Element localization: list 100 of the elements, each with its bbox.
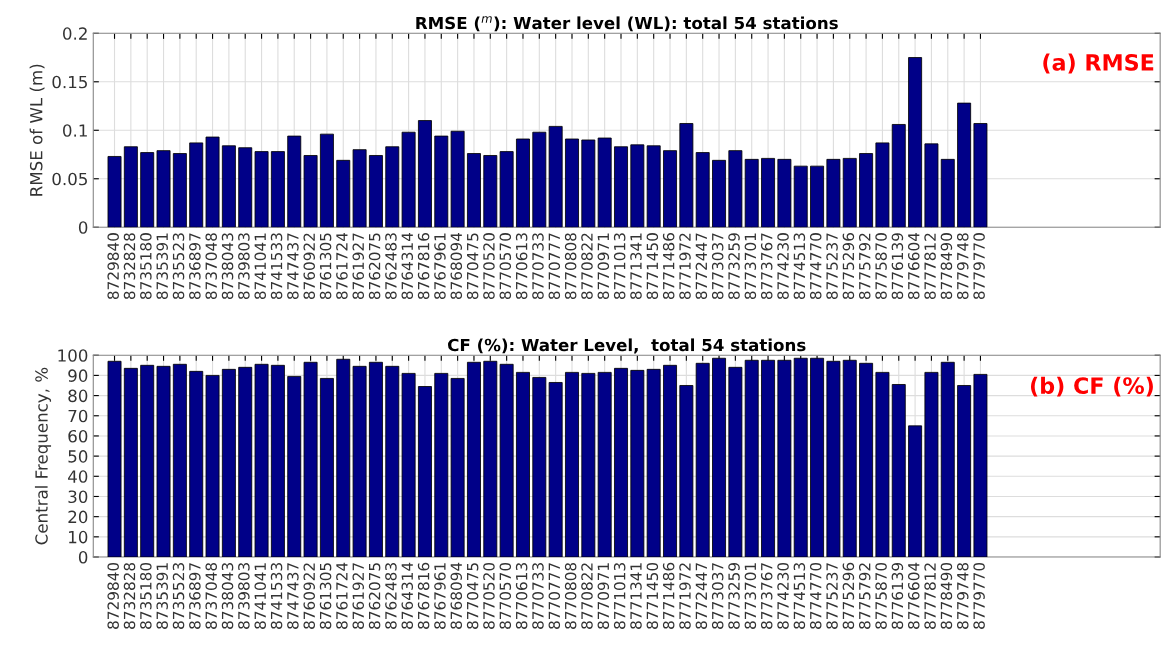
x-tick-label: 8776604 [907,232,920,300]
y-tick-label: 60 [68,429,88,443]
y-tick-label: 0.05 [52,172,87,186]
x-tick-label: 8735180 [140,562,152,629]
y-tick-label: 0 [78,221,88,234]
bar [761,359,776,558]
x-tick-label: 8775237 [826,563,838,629]
x-tick-label: 8772447 [695,233,708,300]
bar [123,146,138,228]
bar [744,359,759,558]
bar [352,365,367,558]
x-tick-label: 8774230 [777,562,789,629]
x-tick-label: 8770822 [581,563,593,629]
chart-title: CF (%): Water Level, total 54 stations [448,338,806,354]
bar [875,142,890,228]
x-tick-label: 8773701 [744,563,757,629]
x-tick-label: 8761305 [319,233,332,300]
x-tick-label: 8778490 [940,233,953,300]
x-tick-label: 8770733 [532,233,544,300]
x-tick-label: 8773037 [711,233,724,300]
x-tick-label: 8776139 [891,233,904,300]
bar [319,378,334,558]
bar [238,366,253,558]
x-tick-label: 8775792 [858,233,871,300]
bar [303,155,318,228]
x-tick-label: 8767961 [434,563,446,629]
bar [712,357,726,558]
x-tick-label: 8735180 [140,233,152,300]
x-tick-label: 8735523 [172,233,185,300]
x-tick-label: 8774770 [809,562,822,629]
bar [287,376,302,558]
chart-title: RMSE ($^{m}$): Water level (WL): total 54 stations [416,16,838,32]
bar [450,130,465,228]
x-tick-label: 8777812 [924,563,936,629]
x-tick-label: 8771450 [646,233,659,300]
x-tick-label: 8773259 [728,562,740,629]
bar [483,155,498,228]
bar [401,131,416,228]
x-tick-label: 8762483 [385,563,397,629]
x-tick-label: 8770520 [483,233,495,300]
y-axis-title: Central Frequency, % [34,367,52,545]
x-tick-label: 8770613 [515,233,528,300]
bar [434,372,449,558]
bar [140,364,155,558]
x-tick-label: 8768094 [450,232,463,300]
x-tick-label: 8771486 [662,233,675,300]
bar [565,371,579,558]
y-tick-label: 50 [68,450,88,463]
bar [614,367,628,558]
bar [401,372,416,558]
y-tick-label: 80 [68,389,88,403]
bar [450,378,465,558]
bar [859,153,874,228]
bar [908,425,923,558]
x-tick-label: 8770971 [597,233,610,300]
x-tick-label: 8771341 [630,233,642,300]
bar [679,123,694,228]
x-tick-label: 8739803 [238,563,250,629]
x-tick-label: 8767961 [434,233,446,300]
bar [417,386,432,558]
x-tick-label: 8771972 [679,233,691,300]
y-axis-title: RMSE of WL (m) [29,64,45,196]
x-tick-label: 8779770 [973,562,985,629]
x-tick-label: 8735391 [156,233,168,300]
y-tick-label: 0.2 [63,27,87,40]
x-tick-label: 8736897 [189,563,201,629]
bar [172,363,187,558]
x-tick-label: 8771013 [613,233,626,300]
x-tick-label: 8772447 [695,563,708,629]
x-tick-label: 8775237 [826,233,838,300]
bar [499,363,514,558]
x-tick-label: 8773037 [711,563,724,629]
bar [221,145,236,228]
x-tick-label: 8735391 [156,563,168,629]
bar [891,384,906,558]
y-tick-label: 0 [78,550,88,564]
text: (a) RMSE [1043,53,1154,74]
x-tick-label: 8776139 [891,562,904,629]
bar [859,362,874,558]
x-tick-label: 8732828 [123,562,136,629]
x-tick-label: 8737048 [205,562,217,629]
x-tick-label: 8775296 [842,562,855,629]
bar [123,367,138,558]
x-tick-label: 8761927 [352,563,365,629]
x-tick-label: 8773701 [744,233,757,300]
x-tick-label: 8747437 [287,563,299,629]
bar [695,152,710,228]
bar [270,151,285,228]
y-tick-label: 30 [68,490,88,504]
bar [352,149,367,228]
bar [156,150,171,228]
bar [924,143,939,228]
y-tick-label: 40 [68,470,88,483]
x-tick-label: 8775792 [858,563,871,629]
x-tick-label: 8775870 [875,233,887,300]
x-tick-label: 8738043 [221,233,234,300]
x-tick-label: 8778490 [940,562,953,629]
x-tick-label: 8771450 [646,562,659,629]
bar [205,136,220,228]
x-tick-label: 8779748 [956,562,969,629]
